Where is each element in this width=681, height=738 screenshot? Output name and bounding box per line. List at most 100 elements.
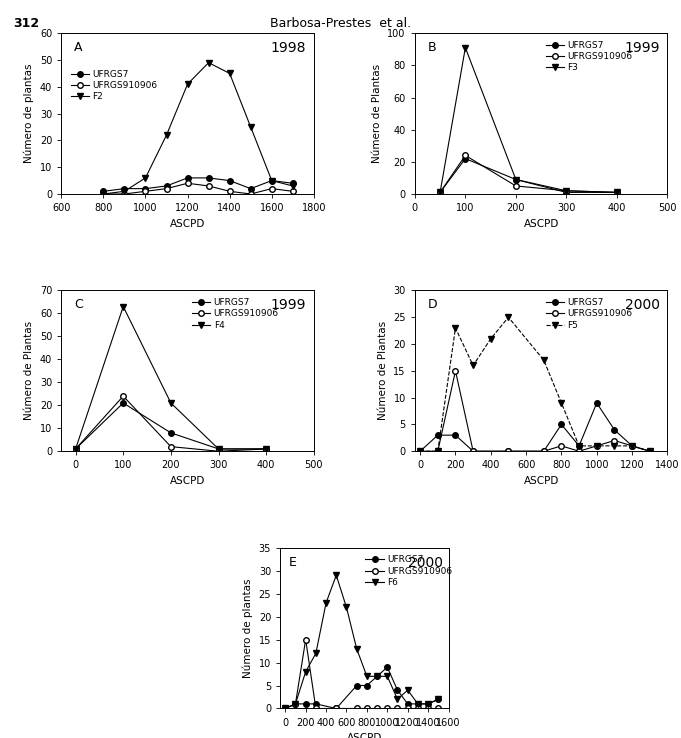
UFRGS910906 bbox=[414, 704, 422, 713]
UFRGS910906 bbox=[268, 184, 276, 193]
Line: UFRGS7: UFRGS7 bbox=[101, 175, 296, 194]
UFRGS910906 bbox=[163, 184, 171, 193]
UFRGS7 bbox=[291, 700, 300, 708]
Y-axis label: Número de Plantas: Número de Plantas bbox=[372, 64, 382, 163]
UFRGS7 bbox=[183, 173, 191, 182]
Text: 312: 312 bbox=[14, 17, 39, 30]
F2 bbox=[225, 69, 234, 77]
Line: UFRGS7: UFRGS7 bbox=[417, 400, 652, 454]
UFRGS7 bbox=[353, 681, 361, 690]
UFRGS910906 bbox=[291, 700, 300, 708]
Text: E: E bbox=[289, 556, 296, 569]
F5 bbox=[487, 334, 495, 343]
UFRGS7 bbox=[225, 176, 234, 185]
Line: UFRGS7: UFRGS7 bbox=[73, 400, 269, 452]
F4 bbox=[72, 444, 80, 453]
UFRGS910906 bbox=[373, 704, 381, 713]
F6 bbox=[363, 672, 371, 680]
UFRGS7 bbox=[452, 431, 460, 440]
F2 bbox=[99, 190, 108, 199]
UFRGS910906 bbox=[613, 188, 621, 197]
UFRGS910906 bbox=[215, 446, 223, 455]
Line: UFRGS910906: UFRGS910906 bbox=[73, 393, 269, 454]
F6 bbox=[373, 672, 381, 680]
UFRGS910906 bbox=[363, 704, 371, 713]
UFRGS7 bbox=[121, 184, 129, 193]
X-axis label: ASCPD: ASCPD bbox=[170, 476, 205, 486]
F3 bbox=[563, 187, 571, 196]
UFRGS7 bbox=[281, 704, 289, 713]
F5 bbox=[434, 446, 442, 455]
UFRGS910906 bbox=[539, 446, 548, 455]
UFRGS910906 bbox=[312, 704, 320, 713]
UFRGS910906 bbox=[204, 182, 212, 190]
UFRGS7 bbox=[167, 429, 175, 438]
UFRGS910906 bbox=[505, 446, 513, 455]
F5 bbox=[575, 441, 583, 450]
X-axis label: ASCPD: ASCPD bbox=[347, 733, 382, 738]
F6 bbox=[424, 700, 432, 708]
UFRGS910906 bbox=[332, 704, 340, 713]
UFRGS910906 bbox=[247, 190, 255, 199]
UFRGS910906 bbox=[452, 367, 460, 376]
UFRGS910906 bbox=[436, 188, 444, 197]
UFRGS7 bbox=[613, 188, 621, 197]
F4 bbox=[167, 399, 175, 407]
Line: UFRGS910906: UFRGS910906 bbox=[417, 368, 652, 454]
UFRGS7 bbox=[99, 187, 108, 196]
UFRGS910906 bbox=[99, 190, 108, 199]
F2 bbox=[247, 123, 255, 131]
F5 bbox=[416, 446, 424, 455]
UFRGS7 bbox=[469, 446, 477, 455]
F3 bbox=[436, 188, 444, 197]
UFRGS7 bbox=[204, 173, 212, 182]
F2 bbox=[289, 182, 297, 190]
Text: 1998: 1998 bbox=[271, 41, 306, 55]
Line: UFRGS910906: UFRGS910906 bbox=[437, 153, 620, 195]
F5 bbox=[557, 399, 565, 407]
Legend: UFRGS7, UFRGS910906, F6: UFRGS7, UFRGS910906, F6 bbox=[366, 556, 452, 587]
Line: F6: F6 bbox=[283, 573, 441, 711]
UFRGS910906 bbox=[557, 441, 565, 450]
F3 bbox=[613, 188, 621, 197]
UFRGS7 bbox=[592, 399, 601, 407]
F6 bbox=[312, 649, 320, 658]
Y-axis label: Número de Plantas: Número de Plantas bbox=[378, 321, 387, 421]
UFRGS910906 bbox=[592, 441, 601, 450]
UFRGS7 bbox=[646, 446, 654, 455]
UFRGS7 bbox=[434, 695, 443, 704]
Line: UFRGS7: UFRGS7 bbox=[437, 156, 620, 195]
Text: 1999: 1999 bbox=[624, 41, 660, 55]
X-axis label: ASCPD: ASCPD bbox=[524, 218, 559, 229]
UFRGS7 bbox=[461, 154, 469, 163]
Line: F3: F3 bbox=[437, 45, 620, 195]
F6 bbox=[434, 695, 443, 704]
UFRGS7 bbox=[539, 446, 548, 455]
Legend: UFRGS7, UFRGS910906, F2: UFRGS7, UFRGS910906, F2 bbox=[71, 70, 157, 101]
UFRGS7 bbox=[512, 175, 520, 184]
UFRGS7 bbox=[119, 399, 127, 407]
F6 bbox=[322, 599, 330, 607]
UFRGS7 bbox=[247, 184, 255, 193]
Line: F2: F2 bbox=[101, 60, 296, 197]
UFRGS7 bbox=[557, 420, 565, 429]
UFRGS910906 bbox=[72, 444, 80, 453]
UFRGS7 bbox=[628, 441, 636, 450]
UFRGS910906 bbox=[424, 704, 432, 713]
F3 bbox=[512, 175, 520, 184]
F6 bbox=[383, 672, 392, 680]
F6 bbox=[353, 644, 361, 653]
UFRGS7 bbox=[414, 700, 422, 708]
UFRGS7 bbox=[563, 188, 571, 197]
UFRGS7 bbox=[373, 672, 381, 680]
F2 bbox=[121, 187, 129, 196]
UFRGS910906 bbox=[512, 182, 520, 190]
UFRGS7 bbox=[142, 184, 150, 193]
UFRGS910906 bbox=[434, 446, 442, 455]
F5 bbox=[469, 361, 477, 370]
UFRGS910906 bbox=[416, 446, 424, 455]
UFRGS910906 bbox=[434, 704, 443, 713]
Legend: UFRGS7, UFRGS910906, F4: UFRGS7, UFRGS910906, F4 bbox=[192, 298, 279, 330]
Legend: UFRGS7, UFRGS910906, F5: UFRGS7, UFRGS910906, F5 bbox=[545, 298, 633, 330]
UFRGS7 bbox=[416, 446, 424, 455]
